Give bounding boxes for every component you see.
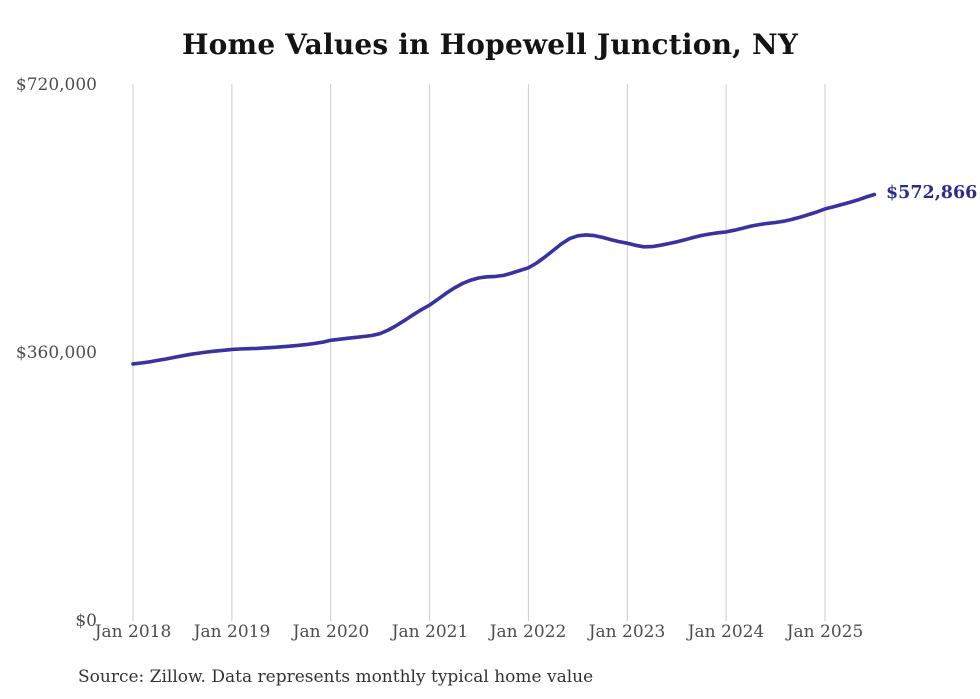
x-tick-label: Jan 2024 [687,622,765,642]
y-tick-label: $720,000 [15,75,97,95]
y-tick-label: $360,000 [15,343,97,363]
x-tick-label: Jan 2018 [94,622,172,642]
x-tick-label: Jan 2022 [489,622,567,642]
x-tick-label: Jan 2020 [292,622,370,642]
x-tick-label: Jan 2021 [391,622,469,642]
x-tick-label: Jan 2025 [786,622,864,642]
x-tick-label: Jan 2023 [588,622,666,642]
latest-value-label: $572,866 [886,183,978,203]
x-tick-label: Jan 2019 [193,622,271,642]
chart-title: Home Values in Hopewell Junction, NY [181,28,799,61]
home-value-line [131,192,877,366]
y-tick-label: $0 [75,611,97,631]
source-note: Source: Zillow. Data represents monthly … [78,667,594,687]
